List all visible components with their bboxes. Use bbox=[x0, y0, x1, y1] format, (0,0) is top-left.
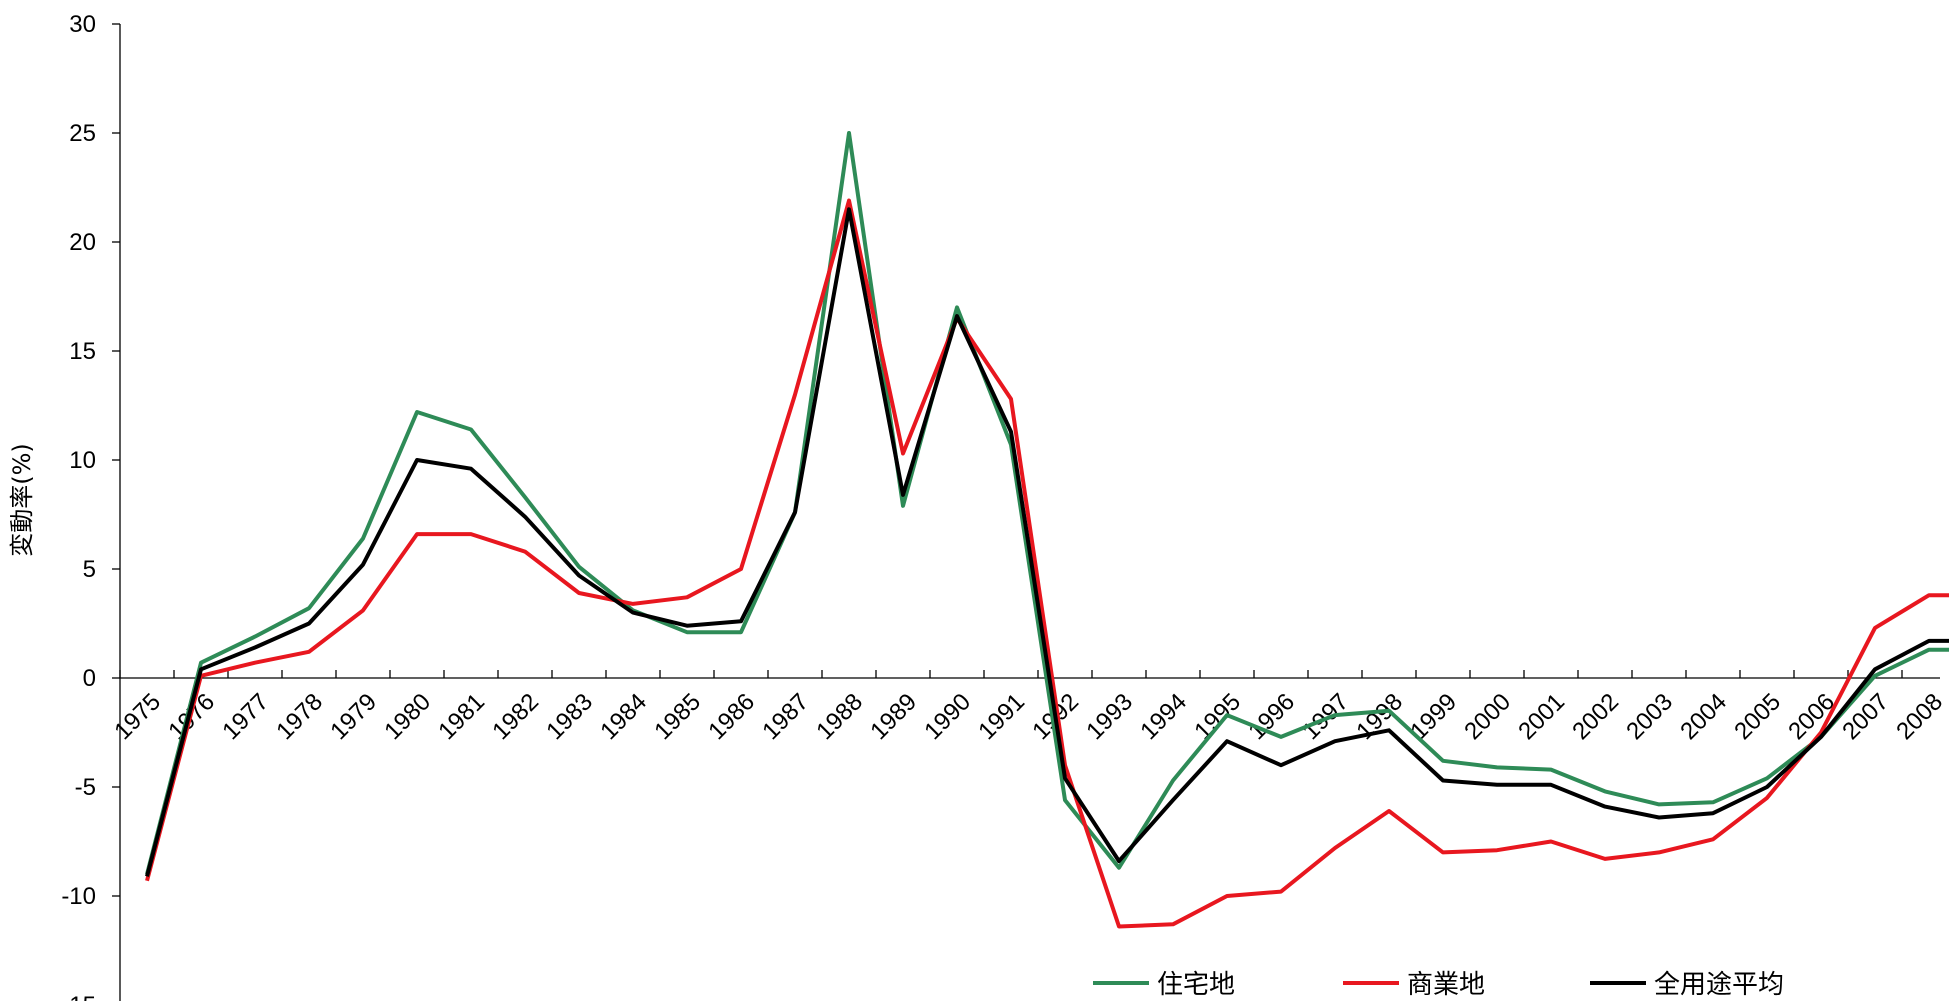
y-tick-label: 10 bbox=[69, 447, 96, 474]
x-tick-label: 1994 bbox=[1135, 688, 1192, 745]
x-tick-label: 1989 bbox=[865, 688, 922, 745]
x-tick-label: 1975 bbox=[109, 688, 166, 745]
x-tick-label: 2003 bbox=[1621, 688, 1678, 745]
y-tick-label: 20 bbox=[69, 229, 96, 256]
x-tick-label: 2007 bbox=[1837, 688, 1894, 745]
y-tick-label: 5 bbox=[83, 556, 96, 583]
series-line bbox=[145, 207, 1949, 877]
legend-label: 住宅地 bbox=[1157, 970, 1235, 1000]
legend-label: 商業地 bbox=[1407, 970, 1485, 1000]
x-tick-label: 1980 bbox=[379, 688, 436, 745]
y-axis-label: 変動率(%) bbox=[8, 443, 36, 557]
x-tick-label: 1997 bbox=[1297, 688, 1354, 745]
x-tick-label: 1979 bbox=[325, 688, 382, 745]
y-tick-label: 25 bbox=[69, 120, 96, 147]
legend-item: 住宅地 bbox=[1093, 970, 1235, 1000]
x-tick-label: 1984 bbox=[595, 688, 652, 745]
y-tick-label: 15 bbox=[69, 338, 96, 365]
y-tick-label: -5 bbox=[75, 774, 96, 801]
legend-item: 商業地 bbox=[1343, 970, 1485, 1000]
x-tick-label: 2006 bbox=[1783, 688, 1840, 745]
x-tick-label: 2008 bbox=[1891, 688, 1948, 745]
x-tick-label: 1990 bbox=[919, 688, 976, 745]
y-tick-label: 0 bbox=[83, 665, 96, 692]
x-tick-label: 1988 bbox=[811, 688, 868, 745]
legend-item: 全用途平均 bbox=[1590, 970, 1784, 1000]
x-tick-label: 2000 bbox=[1459, 688, 1516, 745]
x-tick-label: 1999 bbox=[1405, 688, 1462, 745]
x-axis: 1975197619771978197919801981198219831984… bbox=[109, 670, 1948, 745]
series-line bbox=[145, 131, 1949, 875]
x-tick-label: 1977 bbox=[217, 688, 274, 745]
x-tick-label: 1987 bbox=[757, 688, 814, 745]
x-tick-label: 1991 bbox=[973, 688, 1030, 745]
y-tick-label: -15 bbox=[61, 992, 96, 1001]
y-tick-label: -10 bbox=[61, 883, 96, 910]
x-tick-label: 1995 bbox=[1189, 688, 1246, 745]
y-tick-label: 30 bbox=[69, 11, 96, 38]
x-tick-label: 1983 bbox=[541, 688, 598, 745]
series-line bbox=[145, 198, 1949, 929]
legend: 住宅地 商業地 全用途平均 bbox=[1093, 970, 1784, 1000]
x-tick-label: 1986 bbox=[703, 688, 760, 745]
series-layer bbox=[145, 131, 1949, 929]
x-tick-label: 2005 bbox=[1729, 688, 1786, 745]
x-tick-label: 1982 bbox=[487, 688, 544, 745]
x-tick-label: 2002 bbox=[1567, 688, 1624, 745]
x-tick-label: 2004 bbox=[1675, 688, 1732, 745]
x-tick-label: 2001 bbox=[1513, 688, 1570, 745]
x-tick-label: 1993 bbox=[1081, 688, 1138, 745]
x-tick-label: 1985 bbox=[649, 688, 706, 745]
legend-label: 全用途平均 bbox=[1654, 970, 1784, 1000]
x-tick-label: 1978 bbox=[271, 688, 328, 745]
x-tick-label: 1996 bbox=[1243, 688, 1300, 745]
y-axis: 30 25 20 15 10 5 0 -5 -10 -15 bbox=[61, 11, 121, 1001]
x-tick-label: 1981 bbox=[433, 688, 490, 745]
